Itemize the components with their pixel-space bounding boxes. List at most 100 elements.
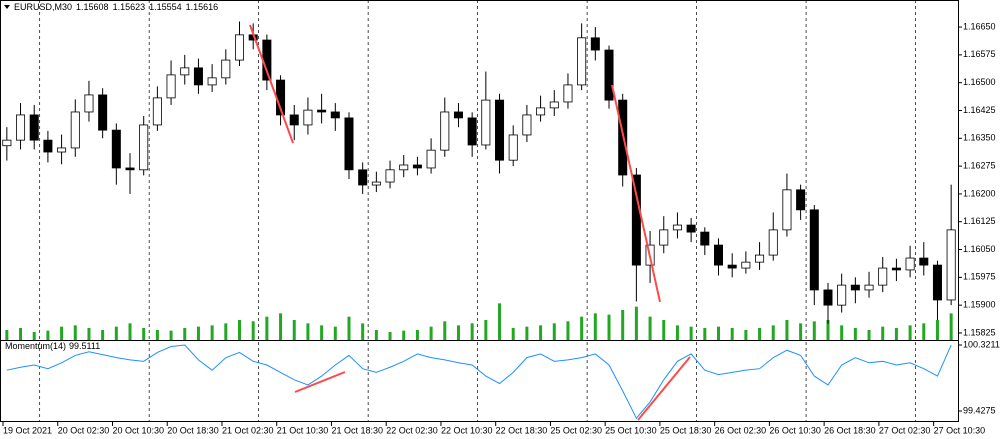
volume-bar xyxy=(826,320,830,340)
x-tick-label: 26 Oct 18:30 xyxy=(824,425,876,435)
y-tick-label: 100.3211 xyxy=(963,339,1000,349)
volume-bar xyxy=(867,330,871,340)
volume-bar xyxy=(675,325,679,340)
volume-bar xyxy=(881,326,885,340)
candle-body xyxy=(659,229,669,246)
volume-bar xyxy=(196,326,200,340)
volume-bar xyxy=(374,330,378,340)
volume-bar xyxy=(812,321,816,340)
candle-body xyxy=(412,164,422,169)
candle-body xyxy=(70,111,80,149)
y-tick-label: 1.15900 xyxy=(963,300,996,310)
trendline[interactable] xyxy=(611,84,661,303)
volume-bar xyxy=(142,328,146,340)
volume-bar xyxy=(771,325,775,340)
x-tick-label: 26 Oct 02:30 xyxy=(715,425,767,435)
y-tick-label: 1.16200 xyxy=(963,188,996,198)
candle-body xyxy=(467,117,477,146)
volume-bar xyxy=(361,323,365,340)
candle-body xyxy=(522,114,532,136)
symbol: EURUSD,M30 1.15608 1.15623 1.15554 1.15616 xyxy=(14,2,218,12)
menu-arrow[interactable] xyxy=(4,5,10,9)
volume-bar xyxy=(251,321,255,340)
volume-bar xyxy=(60,326,64,340)
x-tick-label: 21 Oct 18:30 xyxy=(331,425,383,435)
candle-body xyxy=(700,231,710,246)
volume-bar xyxy=(456,325,460,340)
volume-bar xyxy=(443,321,447,340)
candle-body xyxy=(43,139,53,153)
volume-bar xyxy=(114,326,118,340)
candle-body xyxy=(796,189,806,211)
candle-body xyxy=(180,67,190,76)
candle-body xyxy=(686,224,696,233)
volume-bar xyxy=(648,316,652,340)
volume-bar xyxy=(689,326,693,340)
candle-body xyxy=(905,257,915,271)
y-tick-label: 1.16650 xyxy=(963,21,996,31)
volume-bar xyxy=(634,306,638,340)
candle-body xyxy=(193,67,203,86)
indicator-value: 99.5111 xyxy=(69,341,100,351)
x-tick-label: 21 Oct 10:30 xyxy=(277,425,329,435)
volume-bar xyxy=(785,320,789,340)
candle-body xyxy=(495,99,505,161)
y-tick-label: 1.15975 xyxy=(963,272,996,282)
trendline[interactable] xyxy=(294,371,346,393)
trendline[interactable] xyxy=(637,356,691,421)
volume-bar xyxy=(799,323,803,340)
y-tick-label: 99.4275 xyxy=(963,405,996,415)
candle-body xyxy=(440,111,450,151)
indicator-name: Momentum(14) xyxy=(5,341,66,351)
x-tick-label: 19 Oct 2021 xyxy=(3,425,52,435)
volume-bar xyxy=(402,330,406,340)
x-tick-label: 27 Oct 10:30 xyxy=(934,425,986,435)
volume-bar xyxy=(607,314,611,340)
volume-bar xyxy=(19,328,23,340)
x-tick-label: 27 Oct 02:30 xyxy=(879,425,931,435)
volume-bar xyxy=(155,330,159,340)
volume-bar xyxy=(552,323,556,340)
volume-bar xyxy=(265,316,269,340)
ohlc: 1.15623 xyxy=(113,2,146,12)
x-tick-label: 26 Oct 10:30 xyxy=(769,425,821,435)
y-tick-label: 1.16125 xyxy=(963,216,996,226)
x-tick-label: 21 Oct 02:30 xyxy=(222,425,274,435)
candle-body xyxy=(823,289,833,306)
candle-body xyxy=(317,109,327,113)
x-tick-label: 22 Oct 18:30 xyxy=(496,425,548,435)
volume-bar xyxy=(46,330,50,340)
volume-bar xyxy=(238,320,241,340)
volume-bar xyxy=(347,316,351,340)
candle-body xyxy=(234,34,245,61)
candle-body xyxy=(741,261,751,269)
volume-bar xyxy=(908,325,912,340)
x-tick-label: 20 Oct 18:30 xyxy=(167,425,219,435)
volume-bar xyxy=(744,330,748,340)
x-tick-label: 22 Oct 02:30 xyxy=(386,425,438,435)
volume-bar xyxy=(5,330,9,340)
volume-bar xyxy=(279,313,283,340)
candle-body xyxy=(2,139,12,147)
x-tick-label: 20 Oct 02:30 xyxy=(58,425,110,435)
candle-body xyxy=(549,101,559,109)
volume-bar xyxy=(758,328,762,340)
x-tick-label: 22 Oct 10:30 xyxy=(441,425,493,435)
volume-bar xyxy=(621,310,625,340)
candle-body xyxy=(919,257,929,266)
candle-body xyxy=(399,164,409,171)
ohlc: 1.15554 xyxy=(149,2,182,12)
candle-body xyxy=(29,114,39,141)
volume-bar xyxy=(935,320,939,340)
candle-body xyxy=(604,49,614,101)
y-tick-label: 1.16050 xyxy=(963,244,996,254)
volume-bar xyxy=(169,330,173,340)
trendline[interactable] xyxy=(249,24,294,144)
volume-bar xyxy=(87,328,91,340)
volume-bar xyxy=(840,325,844,340)
candle-body xyxy=(536,107,546,116)
candle-body xyxy=(850,284,860,291)
y-tick-label: 1.16275 xyxy=(963,160,996,170)
candle-body xyxy=(768,229,778,256)
y-tick-label: 1.16500 xyxy=(963,77,996,87)
